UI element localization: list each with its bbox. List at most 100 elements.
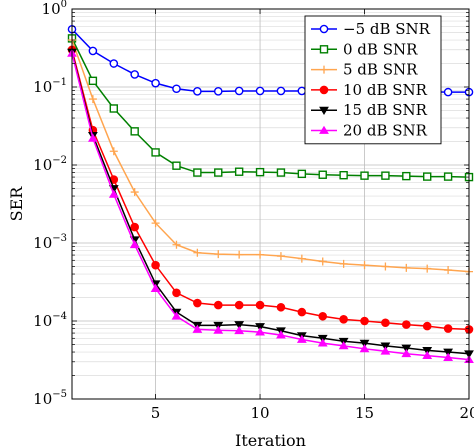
data-point	[234, 321, 245, 330]
data-point	[402, 171, 411, 181]
data-point	[402, 263, 411, 272]
legend-marker	[320, 65, 328, 74]
data-point	[88, 46, 98, 56]
data-point	[359, 339, 370, 348]
legend-label: 10 dB SNR	[343, 81, 428, 99]
data-point	[318, 257, 327, 266]
series-5	[67, 48, 474, 363]
legend-marker	[319, 106, 329, 115]
data-point	[130, 127, 139, 136]
data-point	[338, 341, 349, 350]
x-axis-label: Iteration	[235, 431, 306, 448]
data-point	[297, 307, 307, 317]
data-point	[255, 167, 265, 177]
data-point	[234, 325, 245, 335]
legend-box	[304, 15, 442, 145]
data-point	[172, 288, 181, 298]
data-point	[276, 330, 286, 339]
legend-marker	[319, 125, 329, 134]
data-point	[108, 189, 119, 198]
data-point	[339, 315, 348, 324]
data-point	[381, 318, 390, 328]
legend-entry: −5 dB SNR	[311, 20, 431, 38]
legend-entry: 10 dB SNR	[311, 81, 428, 99]
data-point	[276, 252, 285, 261]
data-point	[339, 170, 348, 180]
data-point	[423, 172, 432, 181]
data-point	[213, 300, 223, 310]
data-point	[235, 250, 244, 259]
legend-label: 5 dB SNR	[343, 61, 418, 79]
data-point	[443, 324, 453, 333]
data-point	[193, 248, 202, 257]
data-point	[151, 219, 160, 228]
data-point	[255, 327, 265, 336]
data-point	[422, 350, 433, 360]
data-point	[360, 171, 369, 180]
series-line	[71, 53, 470, 361]
data-point	[380, 342, 391, 351]
data-point	[88, 76, 98, 86]
data-point	[401, 348, 412, 358]
legend-label: 20 dB SNR	[343, 122, 428, 140]
y-tick-label: 10−5	[33, 389, 67, 408]
data-point	[172, 161, 181, 170]
data-point	[172, 84, 181, 94]
data-point	[214, 250, 223, 259]
legend-label: −5 dB SNR	[343, 20, 431, 38]
legend-entry: 5 dB SNR	[311, 61, 418, 79]
data-point	[444, 266, 453, 275]
data-point	[87, 133, 98, 142]
data-point	[359, 344, 370, 353]
data-point	[318, 311, 328, 321]
data-point	[151, 260, 160, 270]
data-point	[234, 86, 244, 96]
data-point	[381, 262, 390, 271]
data-point	[130, 70, 139, 79]
data-point	[213, 325, 224, 334]
data-point	[130, 222, 139, 232]
data-point	[297, 254, 306, 263]
data-point	[213, 87, 223, 96]
data-point	[234, 300, 244, 310]
data-point	[171, 311, 182, 320]
legend: −5 dB SNR 0 dB SNR 5 dB SNR 10 dB SNR 15 dB …	[304, 15, 442, 145]
data-point	[360, 261, 369, 270]
legend-entry: 0 dB SNR	[311, 40, 418, 58]
data-point	[256, 250, 265, 259]
data-point	[150, 283, 161, 293]
data-point	[423, 264, 432, 273]
legend-entry: 15 dB SNR	[311, 101, 428, 119]
data-point	[172, 240, 181, 249]
data-point	[234, 167, 244, 176]
axis-ticks: 10−5 10−4 10−3 10−2 10−1 100 5 10 15 20	[33, 0, 474, 422]
data-point	[109, 59, 119, 68]
legend-entry: 20 dB SNR	[311, 122, 428, 140]
data-point	[129, 239, 140, 249]
y-axis-label: SER	[7, 186, 26, 222]
data-point	[109, 104, 118, 113]
y-tick-label: 100	[42, 0, 67, 18]
data-point	[443, 87, 453, 97]
legend-label: 0 dB SNR	[343, 40, 418, 58]
series-1	[67, 34, 474, 182]
data-point	[401, 344, 412, 353]
legend-marker	[319, 85, 329, 95]
data-point	[193, 87, 202, 96]
data-point	[130, 188, 139, 197]
legend-label: 15 dB SNR	[343, 101, 428, 119]
data-point	[88, 95, 97, 104]
plot-frame	[71, 8, 470, 400]
data-point	[276, 168, 286, 177]
data-point	[193, 298, 202, 308]
series-layer	[67, 24, 474, 363]
data-point	[422, 321, 432, 331]
data-point	[109, 147, 118, 156]
y-tick-label: 10−3	[33, 233, 67, 252]
x-tick-label: 5	[151, 404, 161, 422]
data-point	[151, 78, 160, 88]
x-tick-label: 20	[459, 404, 474, 422]
data-point	[339, 259, 348, 268]
data-point	[193, 168, 202, 177]
data-point	[214, 168, 223, 177]
